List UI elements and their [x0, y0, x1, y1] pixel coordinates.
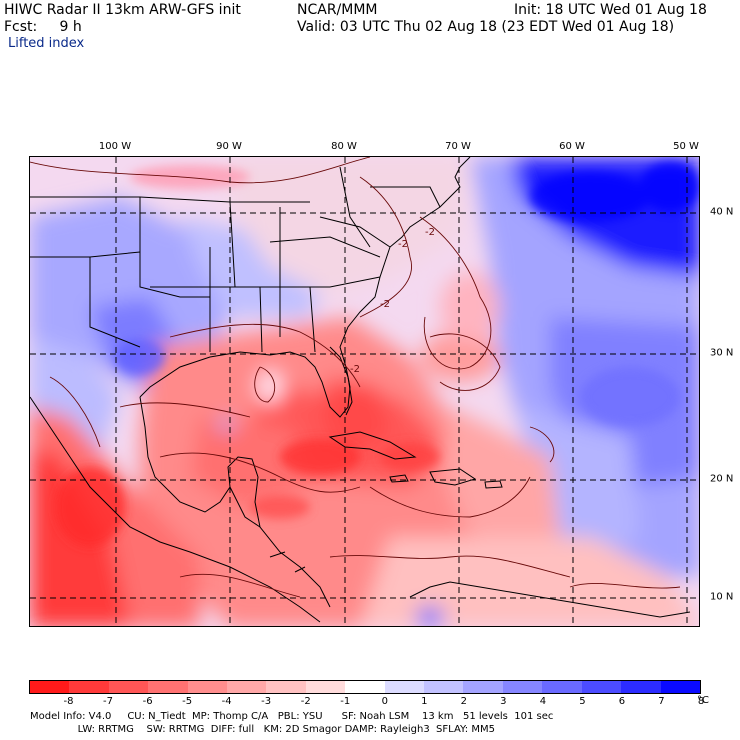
header-valid: Valid: 03 UTC Thu 02 Aug 18 (23 EDT Wed … [297, 19, 675, 35]
header-org: NCAR/MMM [297, 2, 378, 18]
colorbar-tick-label: 2 [460, 696, 467, 707]
colorbar-swatch [227, 681, 267, 693]
colorbar-swatch [148, 681, 188, 693]
colorbar-swatch [345, 681, 385, 693]
model-info-line2: LW: RRTMG SW: RRTMG DIFF: full KM: 2D Sm… [30, 724, 495, 735]
colorbar-swatch [424, 681, 464, 693]
colorbar-tick-label: 1 [421, 696, 428, 707]
lon-label-90w: 90 W [216, 141, 242, 152]
colorbar-swatch [187, 681, 228, 693]
colorbar-tick-label: -5 [182, 696, 193, 707]
colorbar-swatch [305, 681, 346, 693]
coastlines-borders [30, 157, 691, 623]
colorbar-tick-label: 4 [539, 696, 547, 707]
colorbar-tick-label: -7 [103, 696, 114, 707]
contour-label: -2 [425, 227, 435, 238]
lon-label-80w: 80 W [331, 141, 357, 152]
lifted-index-map: -2 -2 -2 -2 [29, 156, 700, 627]
map-svg: -2 -2 -2 -2 [30, 157, 699, 626]
contour-label: -2 [398, 239, 408, 250]
lon-label-50w: 50 W [673, 141, 699, 152]
header-title: HIWC Radar II 13km ARW-GFS init [4, 2, 241, 18]
lon-label-60w: 60 W [559, 141, 585, 152]
colorbar-tick-label: 3 [500, 696, 507, 707]
colorbar-tick-label: -6 [142, 696, 153, 707]
lon-label-100w: 100 W [98, 141, 132, 152]
colorbar-swatch [30, 681, 70, 693]
contour-label-group: -2 -2 -2 -2 [350, 227, 435, 375]
colorbar-tick-label: 7 [658, 696, 665, 707]
colorbar-swatch [542, 681, 582, 693]
colorbar-swatch [69, 681, 109, 693]
colorbar-tick-label: -3 [261, 696, 272, 707]
colorbar-tick-label: -4 [221, 696, 232, 707]
lat-lon-grid [30, 157, 699, 626]
contour-label: -2 [350, 364, 360, 375]
header-fcst: Fcst: 9 h [4, 19, 82, 35]
colorbar-tick-label: -2 [300, 696, 311, 707]
contour-label: -2 [380, 299, 390, 310]
lat-label-20n: 20 N [710, 473, 734, 485]
colorbar-unit: °C [697, 695, 709, 706]
field-detail [55, 162, 699, 547]
lon-label-70w: 70 W [445, 141, 471, 152]
colorbar [29, 680, 701, 694]
colorbar-tick-label: -1 [340, 696, 351, 707]
colorbar-swatch [581, 681, 622, 693]
colorbar-swatch [660, 681, 700, 693]
colorbar-tick-label: 8 [697, 696, 705, 707]
colorbar-tick-label: 6 [618, 696, 626, 707]
colorbar-swatch [108, 681, 149, 693]
colorbar-tick-label: 5 [579, 696, 586, 707]
contour-lines [30, 157, 681, 598]
field-name: Lifted index [8, 36, 85, 51]
colorbar-swatch [502, 681, 543, 693]
colorbar-swatch [621, 681, 661, 693]
header-init: Init: 18 UTC Wed 01 Aug 18 [514, 2, 707, 18]
lat-label-10n: 10 N [710, 591, 734, 603]
colorbar-swatch [384, 681, 425, 693]
colorbar-swatch [266, 681, 306, 693]
colorbar-tick-label: -8 [63, 696, 74, 707]
model-info-line1: Model Info: V4.0 CU: N_Tiedt MP: Thomp C… [30, 711, 554, 722]
colorbar-tick-label: 0 [381, 696, 388, 707]
lat-label-40n: 40 N [710, 206, 734, 218]
lat-label-30n: 30 N [710, 347, 734, 359]
colorbar-swatch [463, 681, 503, 693]
